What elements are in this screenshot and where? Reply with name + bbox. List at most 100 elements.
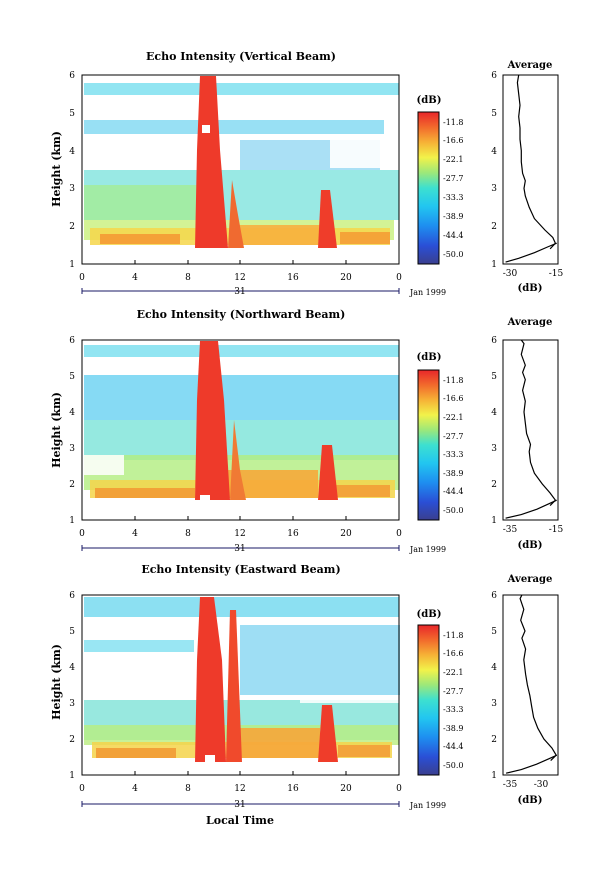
heatmap-plot xyxy=(81,74,400,265)
x-tick-label: 0 xyxy=(79,273,85,283)
profile-x-tick: -30 xyxy=(503,269,518,279)
profile-y-tick: 5 xyxy=(491,372,497,382)
x-tick-label: 8 xyxy=(185,784,191,794)
x-tick-label: 0 xyxy=(396,529,402,539)
colorbar-tick: -27.7 xyxy=(443,432,464,441)
colorbar-scale xyxy=(417,369,440,521)
colorbar-tick: -44.4 xyxy=(443,231,464,240)
profile-y-tick: 6 xyxy=(491,591,497,601)
y-tick-label: 6 xyxy=(69,71,75,81)
colorbar-tick: -33.3 xyxy=(443,450,464,459)
profile-x-tick: -15 xyxy=(549,269,564,279)
x-ticks: 0 4 8 12 16 20 0 xyxy=(79,516,402,539)
profile-y-tick: 3 xyxy=(491,699,497,709)
colorbar-tick: -22.1 xyxy=(443,668,464,677)
x-tick-label: 0 xyxy=(79,784,85,794)
y-axis-label: Height (km) xyxy=(50,392,63,468)
date-bar: 31 Jan 1999 xyxy=(81,544,446,554)
colorbar-tick: -33.3 xyxy=(443,193,464,202)
date-label: 31 xyxy=(234,544,245,554)
colorbar-tick: -16.6 xyxy=(443,394,464,403)
colorbar-tick: -11.8 xyxy=(443,376,464,385)
month-year-label: Jan 1999 xyxy=(409,288,446,297)
profile-y-tick: 2 xyxy=(491,222,497,232)
colorbar-scale xyxy=(417,111,440,265)
chart-title: Echo Intensity (Vertical Beam) xyxy=(146,50,336,63)
colorbar-tick: -50.0 xyxy=(443,506,464,515)
y-tick-label: 1 xyxy=(69,771,75,781)
date-label: 31 xyxy=(234,287,245,297)
x-tick-label: 12 xyxy=(234,784,245,794)
x-tick-label: 4 xyxy=(132,273,138,283)
y-tick-label: 5 xyxy=(69,372,75,382)
x-tick-label: 16 xyxy=(287,273,299,283)
panel-vertical-beam: Echo Intensity (Vertical Beam) Height (k… xyxy=(50,50,564,297)
colorbar-tick: -38.9 xyxy=(443,469,464,478)
x-tick-label: 16 xyxy=(287,784,299,794)
colorbar-tick: -50.0 xyxy=(443,250,464,259)
date-label: 31 xyxy=(234,800,245,810)
profile-y-tick: 5 xyxy=(491,109,497,119)
profile-title: Average xyxy=(507,574,553,585)
y-tick-label: 3 xyxy=(69,184,75,194)
colorbar-tick: -22.1 xyxy=(443,413,464,422)
colorbar: (dB) -11.8 -16.6 -22.1 -27.7 -33.3 -38.9… xyxy=(417,95,464,265)
x-tick-label: 20 xyxy=(340,529,352,539)
y-tick-label: 2 xyxy=(69,222,75,232)
chart-title: Echo Intensity (Eastward Beam) xyxy=(141,563,340,576)
profile-y-tick: 2 xyxy=(491,735,497,745)
y-tick-label: 6 xyxy=(69,336,75,346)
profile-x-tick: -30 xyxy=(534,780,549,790)
profile-curve-low xyxy=(505,499,557,519)
colorbar-tick: -27.7 xyxy=(443,174,464,183)
x-tick-label: 8 xyxy=(185,529,191,539)
y-tick-label: 3 xyxy=(69,444,75,454)
profile-x-label: (dB) xyxy=(518,795,543,806)
x-tick-label: 20 xyxy=(340,273,352,283)
profile-title: Average xyxy=(507,60,553,71)
colorbar-tick: -44.4 xyxy=(443,487,464,496)
x-tick-label: 20 xyxy=(340,784,352,794)
profile-y-tick: 1 xyxy=(491,516,497,526)
colorbar-tick: -11.8 xyxy=(443,631,464,640)
colorbar: (dB) -11.8 -16.6 -22.1 -27.7 -33.3 -38.9… xyxy=(417,609,464,776)
colorbar-tick: -16.6 xyxy=(443,136,464,145)
colorbar-label: (dB) xyxy=(417,352,442,363)
panel-eastward-beam: Echo Intensity (Eastward Beam) Height (k… xyxy=(50,563,559,827)
y-tick-label: 2 xyxy=(69,735,75,745)
x-tick-label: 12 xyxy=(234,273,245,283)
x-tick-label: 0 xyxy=(396,273,402,283)
profile-y-tick: 5 xyxy=(491,627,497,637)
profile-y-tick: 1 xyxy=(491,771,497,781)
profile-y-tick: 1 xyxy=(491,260,497,270)
x-tick-label: 0 xyxy=(79,529,85,539)
x-tick-label: 8 xyxy=(185,273,191,283)
heatmap-plot xyxy=(81,594,400,776)
profile-y-tick: 6 xyxy=(491,336,497,346)
average-profile: Average 1 2 3 4 5 6 -35 -15 (dB) xyxy=(491,317,563,551)
colorbar-tick: -16.6 xyxy=(443,649,464,658)
x-ticks: 0 4 8 12 16 20 0 xyxy=(79,771,402,794)
y-tick-label: 1 xyxy=(69,260,75,270)
profile-x-label: (dB) xyxy=(518,540,543,551)
x-tick-label: 0 xyxy=(396,784,402,794)
colorbar-tick: -27.7 xyxy=(443,687,464,696)
y-tick-label: 5 xyxy=(69,109,75,119)
profile-y-tick: 3 xyxy=(491,444,497,454)
colorbar: (dB) -11.8 -16.6 -22.1 -27.7 -33.3 -38.9… xyxy=(417,352,464,521)
date-bar: 31 Jan 1999 xyxy=(81,287,446,297)
date-bar: 31 Jan 1999 Local Time xyxy=(81,800,446,827)
month-year-label: Jan 1999 xyxy=(409,545,446,554)
heatmap-plot xyxy=(81,339,400,521)
y-axis-label: Height (km) xyxy=(50,644,63,720)
chart-title: Echo Intensity (Northward Beam) xyxy=(137,308,346,321)
profile-x-tick: -35 xyxy=(503,780,518,790)
profile-curve xyxy=(516,74,557,250)
profile-y-tick: 6 xyxy=(491,71,497,81)
colorbar-tick: -50.0 xyxy=(443,761,464,770)
profile-x-tick: -15 xyxy=(549,525,564,535)
profile-y-tick: 4 xyxy=(491,663,497,673)
x-tick-label: 4 xyxy=(132,529,138,539)
profile-y-tick: 2 xyxy=(491,480,497,490)
